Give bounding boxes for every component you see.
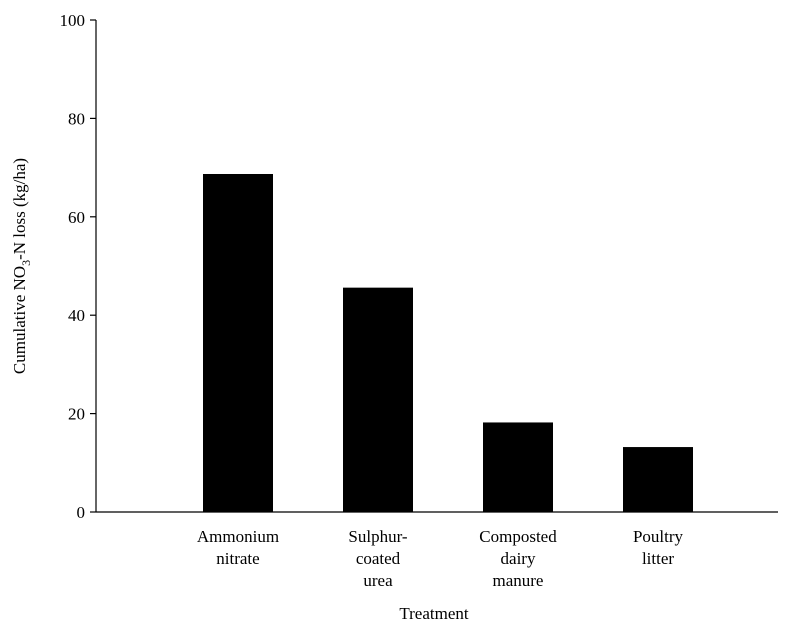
x-tick-label-line: Composted	[479, 527, 557, 546]
y-axis-title: Cumulative NO3-N loss (kg/ha)	[10, 158, 33, 374]
y-tick-label: 0	[77, 503, 86, 522]
x-tick-label-line: manure	[493, 571, 544, 590]
x-tick-label: Sulphur-coated urea	[348, 527, 407, 590]
y-tick-label: 20	[68, 405, 85, 424]
x-tick-label: Ammonium nitrate	[197, 527, 279, 568]
bar	[483, 422, 553, 512]
x-tick-label-line: urea	[363, 571, 393, 590]
y-tick-label: 80	[68, 109, 85, 128]
x-tick-label-line: litter	[642, 549, 674, 568]
x-tick-labels: Ammonium nitrate Sulphur-coated urea Compost…	[197, 527, 684, 590]
x-tick-label-line: Ammonium	[197, 527, 279, 546]
bar	[343, 287, 413, 512]
x-tick-label-line: nitrate	[216, 549, 259, 568]
axes	[95, 20, 778, 513]
x-tick-label: Composted dairy manure	[479, 527, 557, 590]
x-axis-title: Treatment	[399, 604, 469, 623]
y-tick-label: 100	[60, 11, 86, 30]
y-ticks: 0 20 40 60 80 100	[60, 11, 96, 522]
x-tick-label-line: coated	[356, 549, 401, 568]
x-tick-label: Poultry litter	[633, 527, 684, 568]
bar	[203, 173, 273, 512]
bar	[623, 447, 693, 512]
y-tick-label: 60	[68, 208, 85, 227]
x-tick-label-line: Sulphur-	[348, 527, 407, 546]
y-axis-title-suffix: -N loss (kg/ha)	[10, 158, 29, 260]
x-tick-label-line: Poultry	[633, 527, 684, 546]
y-tick-label: 40	[68, 306, 85, 325]
y-axis-title-subscript: 3	[19, 260, 33, 266]
bars	[203, 173, 693, 512]
x-tick-label-line: dairy	[501, 549, 536, 568]
y-axis-title-prefix: Cumulative NO	[10, 266, 29, 374]
